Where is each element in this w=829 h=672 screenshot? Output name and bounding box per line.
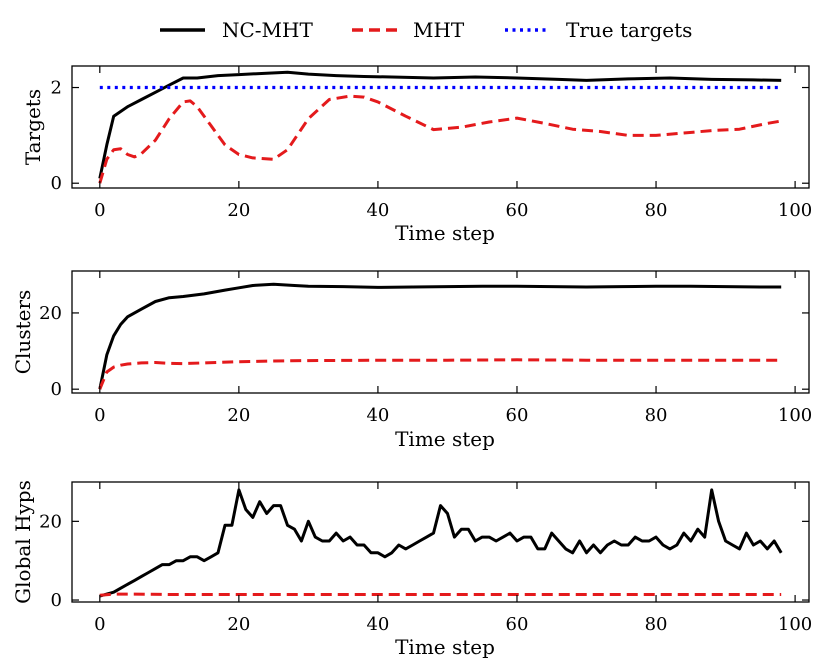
series-nc-mht xyxy=(98,70,782,179)
x-tick-label: 100 xyxy=(778,405,812,426)
x-axis-label: Time step xyxy=(395,221,495,245)
legend-label-true-targets: True targets xyxy=(566,18,692,42)
y-tick-label: 0 xyxy=(51,590,62,611)
x-tick-label: 60 xyxy=(506,200,529,221)
series-nc-mht xyxy=(99,488,783,598)
x-tick-label: 20 xyxy=(227,614,250,635)
plot-frame xyxy=(71,270,810,394)
x-tick-label: 20 xyxy=(227,405,250,426)
series-mht xyxy=(98,358,782,390)
x-tick-label: 0 xyxy=(94,200,105,221)
legend-entry-mht: MHT xyxy=(352,18,465,42)
series-nc-mht xyxy=(98,282,782,390)
x-tick-label: 20 xyxy=(227,200,250,221)
legend-label-nc-mht: NC-MHT xyxy=(222,18,313,42)
x-axis-label: Time step xyxy=(395,427,495,451)
series-mht xyxy=(99,592,782,597)
y-ticks: 0 20 xyxy=(39,303,809,400)
x-tick-label: 80 xyxy=(645,614,668,635)
y-tick-label: 0 xyxy=(51,173,62,194)
y-tick-label: 2 xyxy=(51,78,62,99)
y-ticks: 0 20 xyxy=(39,511,809,611)
y-tick-label: 0 xyxy=(51,379,62,400)
subplot-global-hyps: 0 20 0 20 40 60 80 100 Time step Global Hyps xyxy=(11,480,812,659)
x-tick-label: 80 xyxy=(645,200,668,221)
subplot-targets: 02 0 20 40 60 80 100 Time step Targets xyxy=(21,65,812,245)
series-mht xyxy=(98,94,782,184)
legend-label-mht: MHT xyxy=(413,18,465,42)
legend-entry-nc-mht: NC-MHT xyxy=(160,18,313,42)
legend-entry-true-targets: True targets xyxy=(505,18,692,42)
x-tick-label: 80 xyxy=(645,405,668,426)
plot-lines xyxy=(98,70,782,184)
plot-frame xyxy=(71,481,810,603)
x-ticks: 0 20 40 60 80 100 xyxy=(94,66,812,221)
x-tick-label: 0 xyxy=(94,405,105,426)
x-axis-label: Time step xyxy=(395,635,495,659)
x-tick-label: 0 xyxy=(94,614,105,635)
x-ticks: 0 20 40 60 80 100 xyxy=(94,482,812,635)
plot-lines xyxy=(98,282,782,390)
x-tick-label: 40 xyxy=(366,614,389,635)
subplot-clusters: 0 20 0 20 40 60 80 100 Time step Clusters xyxy=(11,270,812,451)
x-tick-label: 60 xyxy=(506,405,529,426)
x-ticks: 0 20 40 60 80 100 xyxy=(94,271,812,426)
legend: NC-MHT MHT True targets xyxy=(160,18,692,42)
x-tick-label: 40 xyxy=(366,200,389,221)
y-axis-label: Targets xyxy=(21,89,45,165)
x-tick-label: 100 xyxy=(778,200,812,221)
y-axis-label: Clusters xyxy=(11,290,35,375)
y-tick-label: 20 xyxy=(39,303,62,324)
plot-frame xyxy=(71,65,810,189)
x-tick-label: 100 xyxy=(778,614,812,635)
x-tick-label: 40 xyxy=(366,405,389,426)
plot-lines xyxy=(99,488,783,598)
y-tick-label: 20 xyxy=(39,511,62,532)
y-ticks: 02 xyxy=(51,78,809,194)
y-axis-label: Global Hyps xyxy=(11,480,35,604)
x-tick-label: 60 xyxy=(506,614,529,635)
